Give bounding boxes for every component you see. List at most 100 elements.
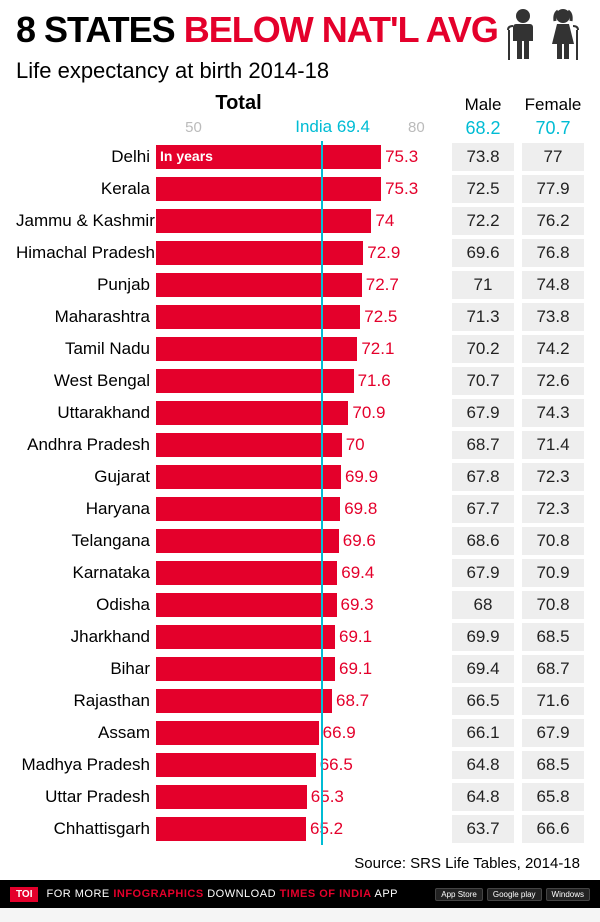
footer-text: FOR MORE INFOGRAPHICS DOWNLOAD TIMES OF …: [46, 888, 398, 900]
bar: 66.5: [156, 753, 316, 777]
bar: 72.1: [156, 337, 357, 361]
male-value: 66.1: [452, 719, 514, 747]
male-value: 71: [452, 271, 514, 299]
bar: 69.1: [156, 657, 335, 681]
state-row: Madhya Pradesh66.5 64.868.5: [16, 749, 584, 781]
state-row: Uttar Pradesh65.364.865.8: [16, 781, 584, 813]
app-store-badges: App Store Google play Windows: [435, 888, 590, 901]
axis-tick: 50: [185, 119, 202, 136]
chart-area: DelhiIn years75.373.877Kerala75.372.577.…: [0, 141, 600, 851]
male-value: 63.7: [452, 815, 514, 843]
bar: 75.3: [156, 177, 381, 201]
female-value: 77.9: [522, 175, 584, 203]
male-value: 72.5: [452, 175, 514, 203]
india-reference-line: [321, 141, 323, 845]
bar-value: 69.9: [345, 467, 385, 487]
bar-value: 72.9: [367, 243, 407, 263]
bar-wrap: 66.5: [156, 753, 416, 777]
bar: 72.9: [156, 241, 363, 265]
state-label: Delhi: [16, 147, 156, 167]
state-row: Gujarat 69.9 67.872.3: [16, 461, 584, 493]
mf-columns: 67.974.3: [452, 399, 584, 427]
mf-columns: 69.468.7: [452, 655, 584, 683]
mf-columns: 67.772.3: [452, 495, 584, 523]
bar-wrap: 72.1: [156, 337, 416, 361]
female-value: 68.5: [522, 751, 584, 779]
female-value: 72.6: [522, 367, 584, 395]
elderly-icons: [506, 8, 580, 62]
male-value: 70.2: [452, 335, 514, 363]
bar-wrap: 72.5: [156, 305, 416, 329]
mf-columns: 64.865.8: [452, 783, 584, 811]
bar-value: 69.1: [339, 627, 379, 647]
male-value: 67.9: [452, 399, 514, 427]
mf-columns: 71.373.8: [452, 303, 584, 331]
state-row: Maharashtra72.571.373.8: [16, 301, 584, 333]
bar-wrap: 69.9: [156, 465, 416, 489]
bar: 74: [156, 209, 371, 233]
googleplay-badge[interactable]: Google play: [487, 888, 542, 901]
mf-columns: 72.276.2: [452, 207, 584, 235]
male-elderly-icon: [506, 8, 540, 62]
bar: 65.3: [156, 785, 307, 809]
mf-columns: 67.872.3: [452, 463, 584, 491]
male-header: Male: [452, 95, 514, 115]
india-female-value: 70.7: [522, 118, 584, 139]
bar-value: 71.6: [358, 371, 398, 391]
state-label: Gujarat: [16, 467, 156, 487]
state-label: Telangana: [16, 531, 156, 551]
state-label: Jammu & Kashmir: [16, 211, 156, 231]
mf-columns: 67.970.9: [452, 559, 584, 587]
male-value: 68.6: [452, 527, 514, 555]
bar-value: 66.9: [323, 723, 363, 743]
bar-wrap: 69.6: [156, 529, 416, 553]
header: 8 STATES BELOW NAT'L AVG Life expectancy…: [0, 0, 600, 88]
state-label: Odisha: [16, 595, 156, 615]
bar: In years75.3: [156, 145, 381, 169]
appstore-badge[interactable]: App Store: [435, 888, 483, 901]
bar-wrap: 69.1: [156, 625, 416, 649]
male-value: 66.5: [452, 687, 514, 715]
bar-wrap: 72.7: [156, 273, 416, 297]
state-label: Uttar Pradesh: [16, 787, 156, 807]
bar: 71.6: [156, 369, 354, 393]
bar: 68.7: [156, 689, 332, 713]
bar-value: 75.3: [385, 179, 425, 199]
female-value: 67.9: [522, 719, 584, 747]
female-value: 71.6: [522, 687, 584, 715]
male-value: 72.2: [452, 207, 514, 235]
mf-columns: 66.5 71.6: [452, 687, 584, 715]
axis-row: 5080India 69.4 68.2 70.7: [0, 115, 600, 141]
mf-columns: 64.868.5: [452, 751, 584, 779]
male-value: 67.9: [452, 559, 514, 587]
mf-columns: 66.1 67.9: [452, 719, 584, 747]
state-row: Odisha69.36870.8: [16, 589, 584, 621]
female-value: 77: [522, 143, 584, 171]
state-label: Kerala: [16, 179, 156, 199]
bar-value: 75.3: [385, 147, 425, 167]
female-value: 65.8: [522, 783, 584, 811]
bar: 69.1: [156, 625, 335, 649]
male-value: 73.8: [452, 143, 514, 171]
state-row: Telangana69.668.670.8: [16, 525, 584, 557]
female-value: 73.8: [522, 303, 584, 331]
female-value: 68.7: [522, 655, 584, 683]
female-value: 66.6: [522, 815, 584, 843]
state-label: Uttarakhand: [16, 403, 156, 423]
female-value: 71.4: [522, 431, 584, 459]
bar-value: 65.3: [311, 787, 351, 807]
total-header: Total: [16, 92, 326, 115]
bar: 66.9: [156, 721, 319, 745]
state-label: Andhra Pradesh: [16, 435, 156, 455]
state-row: Himachal Pradesh72.969.676.8: [16, 237, 584, 269]
female-value: 70.8: [522, 591, 584, 619]
male-value: 70.7: [452, 367, 514, 395]
state-row: DelhiIn years75.3 73.8 77: [16, 141, 584, 173]
infographic-container: 8 STATES BELOW NAT'L AVG Life expectancy…: [0, 0, 600, 908]
state-label: Madhya Pradesh: [16, 755, 156, 775]
state-label: Jharkhand: [16, 627, 156, 647]
windows-badge[interactable]: Windows: [546, 888, 590, 901]
mf-columns: 69.968.5: [452, 623, 584, 651]
state-row: Chhattisgarh65.263.766.6: [16, 813, 584, 845]
bar-value: 69.3: [341, 595, 381, 615]
